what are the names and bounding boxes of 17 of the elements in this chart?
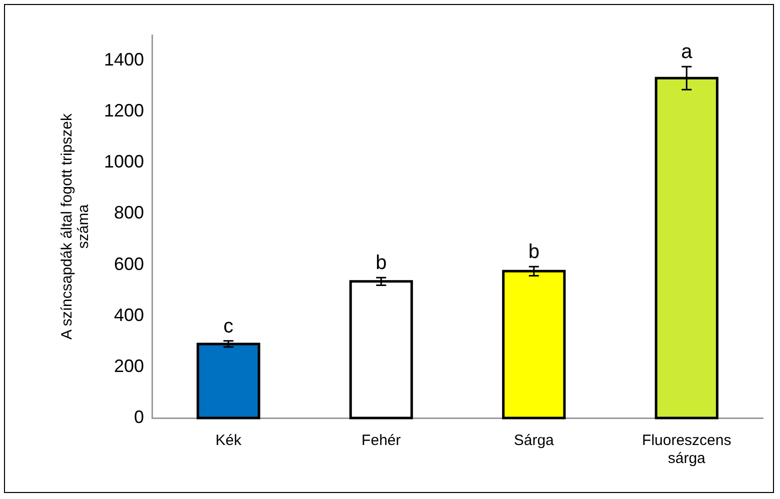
y-tick-label: 0 [134,406,144,427]
y-tick-label: 1200 [104,100,144,121]
annotation: b [528,241,540,264]
y-tick-label: 1400 [104,50,144,70]
x-tick-label: Fluoreszcens sárga [642,432,732,468]
annotation: b [376,252,387,274]
annotation: a [681,41,694,64]
y-tick-label: 600 [114,254,144,274]
y-tick-label: 800 [114,202,144,223]
x-tick-label: Sárga [514,432,555,450]
annotation: c [223,315,234,338]
x-tick-label: Kék [215,432,242,450]
y-tick-label: 400 [114,304,144,325]
y-tick-label: 200 [114,356,144,376]
y-axis-title: A színcsapdák által fogott tripszek száma [58,113,92,340]
x-tick-label: Fehér [362,432,401,450]
y-tick-label: 1000 [104,152,144,172]
